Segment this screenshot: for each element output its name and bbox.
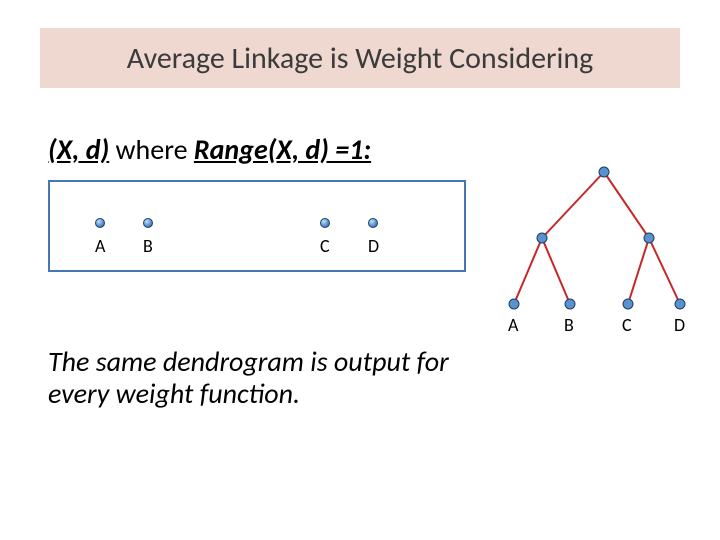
- conclusion-text: The same dendrogram is output for every …: [48, 346, 508, 410]
- point-label-B: B: [143, 235, 153, 257]
- dendro-edge: [649, 238, 680, 304]
- dendro-leaf-label-D: D: [674, 314, 685, 336]
- statement-mid: where: [109, 132, 194, 167]
- point-C: [320, 218, 330, 228]
- point-label-D: D: [368, 235, 379, 257]
- point-label-A: A: [95, 235, 105, 257]
- dendrogram: [494, 160, 702, 340]
- point-A: [95, 218, 105, 228]
- point-label-C: C: [320, 235, 330, 257]
- dendro-node-n2: [644, 233, 654, 243]
- statement-rhs: Range(X, d) =1:: [194, 132, 371, 167]
- metric-space-box: [48, 180, 466, 272]
- dendro-node-C: [623, 299, 633, 309]
- dendro-edge: [514, 238, 542, 304]
- dendro-edge: [542, 172, 604, 238]
- dendro-edge: [628, 238, 649, 304]
- title-bar: Average Linkage is Weight Considering: [40, 28, 680, 88]
- dendro-edge: [604, 172, 649, 238]
- dendro-node-B: [565, 299, 575, 309]
- page-title: Average Linkage is Weight Considering: [127, 40, 593, 77]
- dendro-leaf-label-C: C: [622, 314, 632, 336]
- statement-line: (X, d) where Range(X, d) =1:: [48, 132, 371, 167]
- point-D: [368, 218, 378, 228]
- dendro-leaf-label-B: B: [564, 314, 574, 336]
- dendro-node-A: [509, 299, 519, 309]
- dendro-edge: [542, 238, 570, 304]
- dendro-leaf-label-A: A: [508, 314, 518, 336]
- point-B: [143, 218, 153, 228]
- dendro-node-D: [675, 299, 685, 309]
- dendro-node-root: [599, 167, 609, 177]
- dendro-node-n1: [537, 233, 547, 243]
- statement-lhs: (X, d): [48, 132, 109, 167]
